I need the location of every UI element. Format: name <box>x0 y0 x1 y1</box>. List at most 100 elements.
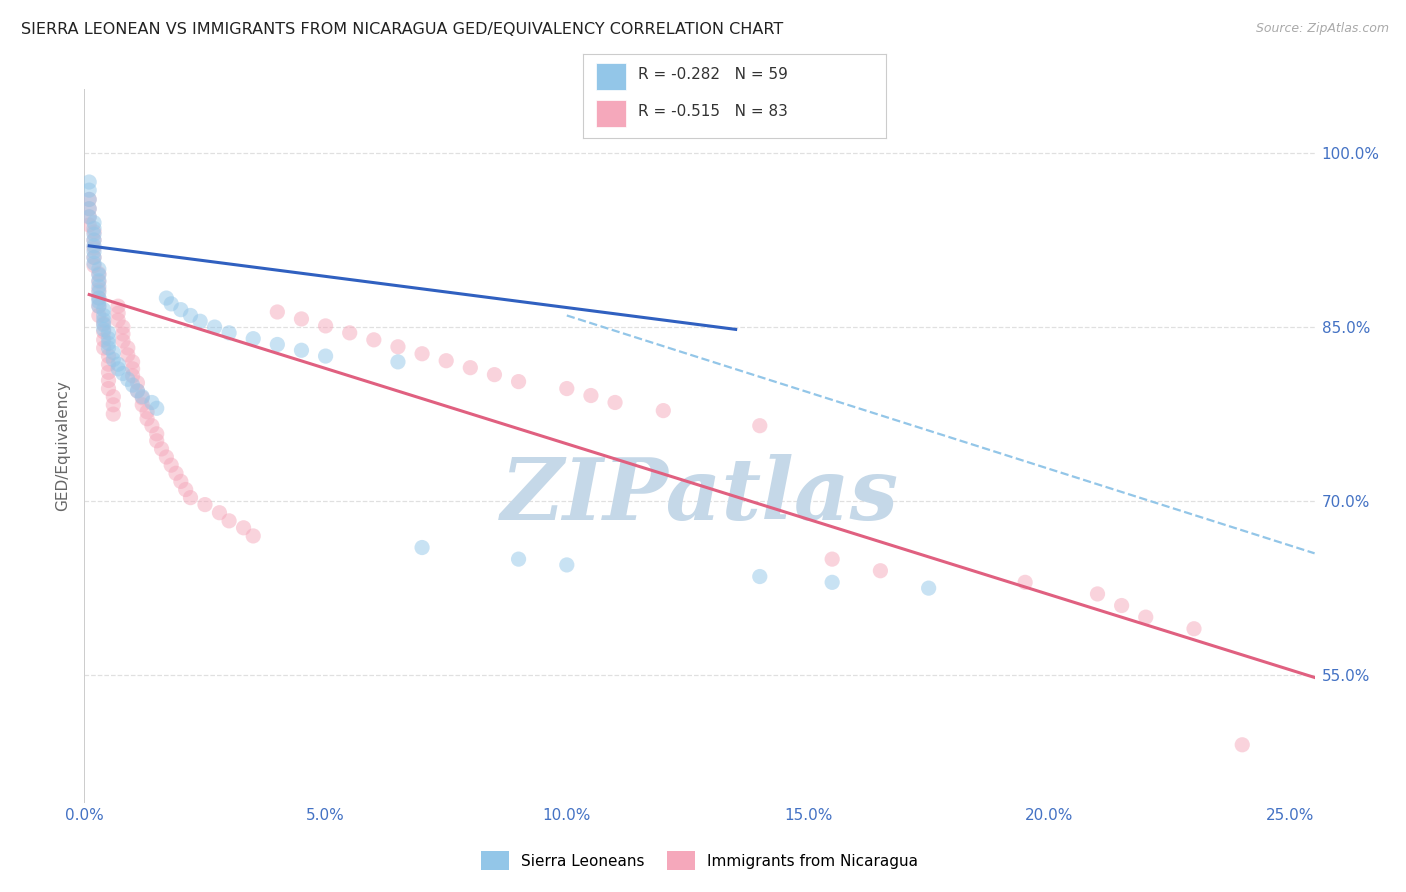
Point <box>103 398 125 412</box>
Point <box>97 326 120 340</box>
Point <box>290 312 312 326</box>
Point <box>83 216 105 230</box>
Point <box>1182 622 1205 636</box>
Point <box>83 241 105 255</box>
Point <box>218 326 240 340</box>
Point <box>87 275 110 289</box>
Point <box>387 340 409 354</box>
Point <box>97 349 120 363</box>
Point <box>150 442 173 456</box>
Point <box>155 450 177 464</box>
Point <box>315 349 337 363</box>
Point <box>121 355 143 369</box>
Point <box>242 529 264 543</box>
Point <box>77 175 100 189</box>
Point <box>121 378 143 392</box>
Point <box>145 434 167 448</box>
Point <box>232 521 254 535</box>
Point <box>145 426 167 441</box>
Point <box>93 333 115 347</box>
Point <box>87 262 110 277</box>
Point <box>77 193 100 207</box>
Point <box>93 325 115 339</box>
Point <box>131 398 153 412</box>
Point <box>188 314 211 328</box>
Point <box>339 326 361 340</box>
Point <box>266 305 288 319</box>
Point <box>87 294 110 309</box>
Point <box>208 506 231 520</box>
Point <box>103 407 125 421</box>
Point <box>87 267 110 281</box>
Point <box>93 318 115 332</box>
Point <box>87 285 110 300</box>
Point <box>87 299 110 313</box>
Point <box>194 498 217 512</box>
Point <box>83 244 105 259</box>
Point <box>136 411 159 425</box>
Point <box>141 395 163 409</box>
Text: Source: ZipAtlas.com: Source: ZipAtlas.com <box>1256 22 1389 36</box>
Point <box>77 183 100 197</box>
Point <box>579 388 602 402</box>
Point <box>83 256 105 270</box>
Point <box>111 326 134 341</box>
Point <box>111 334 134 348</box>
Point <box>77 210 100 224</box>
Point <box>434 353 457 368</box>
Point <box>83 239 105 253</box>
Point <box>266 337 288 351</box>
Point <box>77 202 100 216</box>
Point <box>165 467 187 481</box>
Point <box>87 268 110 282</box>
Point <box>107 357 129 371</box>
Point <box>121 368 143 383</box>
Point <box>131 390 153 404</box>
Point <box>83 251 105 265</box>
Point <box>1232 738 1254 752</box>
Point <box>315 318 337 333</box>
Legend: Sierra Leoneans, Immigrants from Nicaragua: Sierra Leoneans, Immigrants from Nicarag… <box>481 852 918 870</box>
Point <box>77 193 100 207</box>
Point <box>290 343 312 358</box>
Point <box>97 374 120 388</box>
Point <box>97 382 120 396</box>
Point <box>87 291 110 305</box>
Point <box>127 384 149 398</box>
Point <box>87 291 110 305</box>
Point <box>77 218 100 232</box>
Point <box>603 395 626 409</box>
Point <box>97 357 120 371</box>
Point <box>160 297 183 311</box>
Point <box>121 361 143 376</box>
Point <box>127 376 149 390</box>
Point <box>174 483 197 497</box>
Point <box>77 202 100 216</box>
Point <box>111 367 134 381</box>
Point <box>170 302 193 317</box>
Point <box>107 299 129 313</box>
Point <box>411 347 433 361</box>
Point <box>107 361 129 376</box>
Point <box>83 233 105 247</box>
Point <box>652 403 675 417</box>
Point <box>93 317 115 331</box>
Y-axis label: GED/Equivalency: GED/Equivalency <box>55 381 70 511</box>
Point <box>107 313 129 327</box>
Point <box>1111 599 1133 613</box>
Point <box>363 333 385 347</box>
Point <box>93 309 115 323</box>
Point <box>204 320 226 334</box>
Point <box>83 233 105 247</box>
Point <box>869 564 891 578</box>
Point <box>155 291 177 305</box>
Point <box>117 372 139 386</box>
Point <box>160 458 183 472</box>
Point <box>83 251 105 265</box>
Point <box>83 227 105 242</box>
Point <box>97 336 120 351</box>
Text: ZIPatlas: ZIPatlas <box>501 454 898 538</box>
Point <box>77 210 100 224</box>
Point <box>83 259 105 273</box>
Point <box>1135 610 1157 624</box>
